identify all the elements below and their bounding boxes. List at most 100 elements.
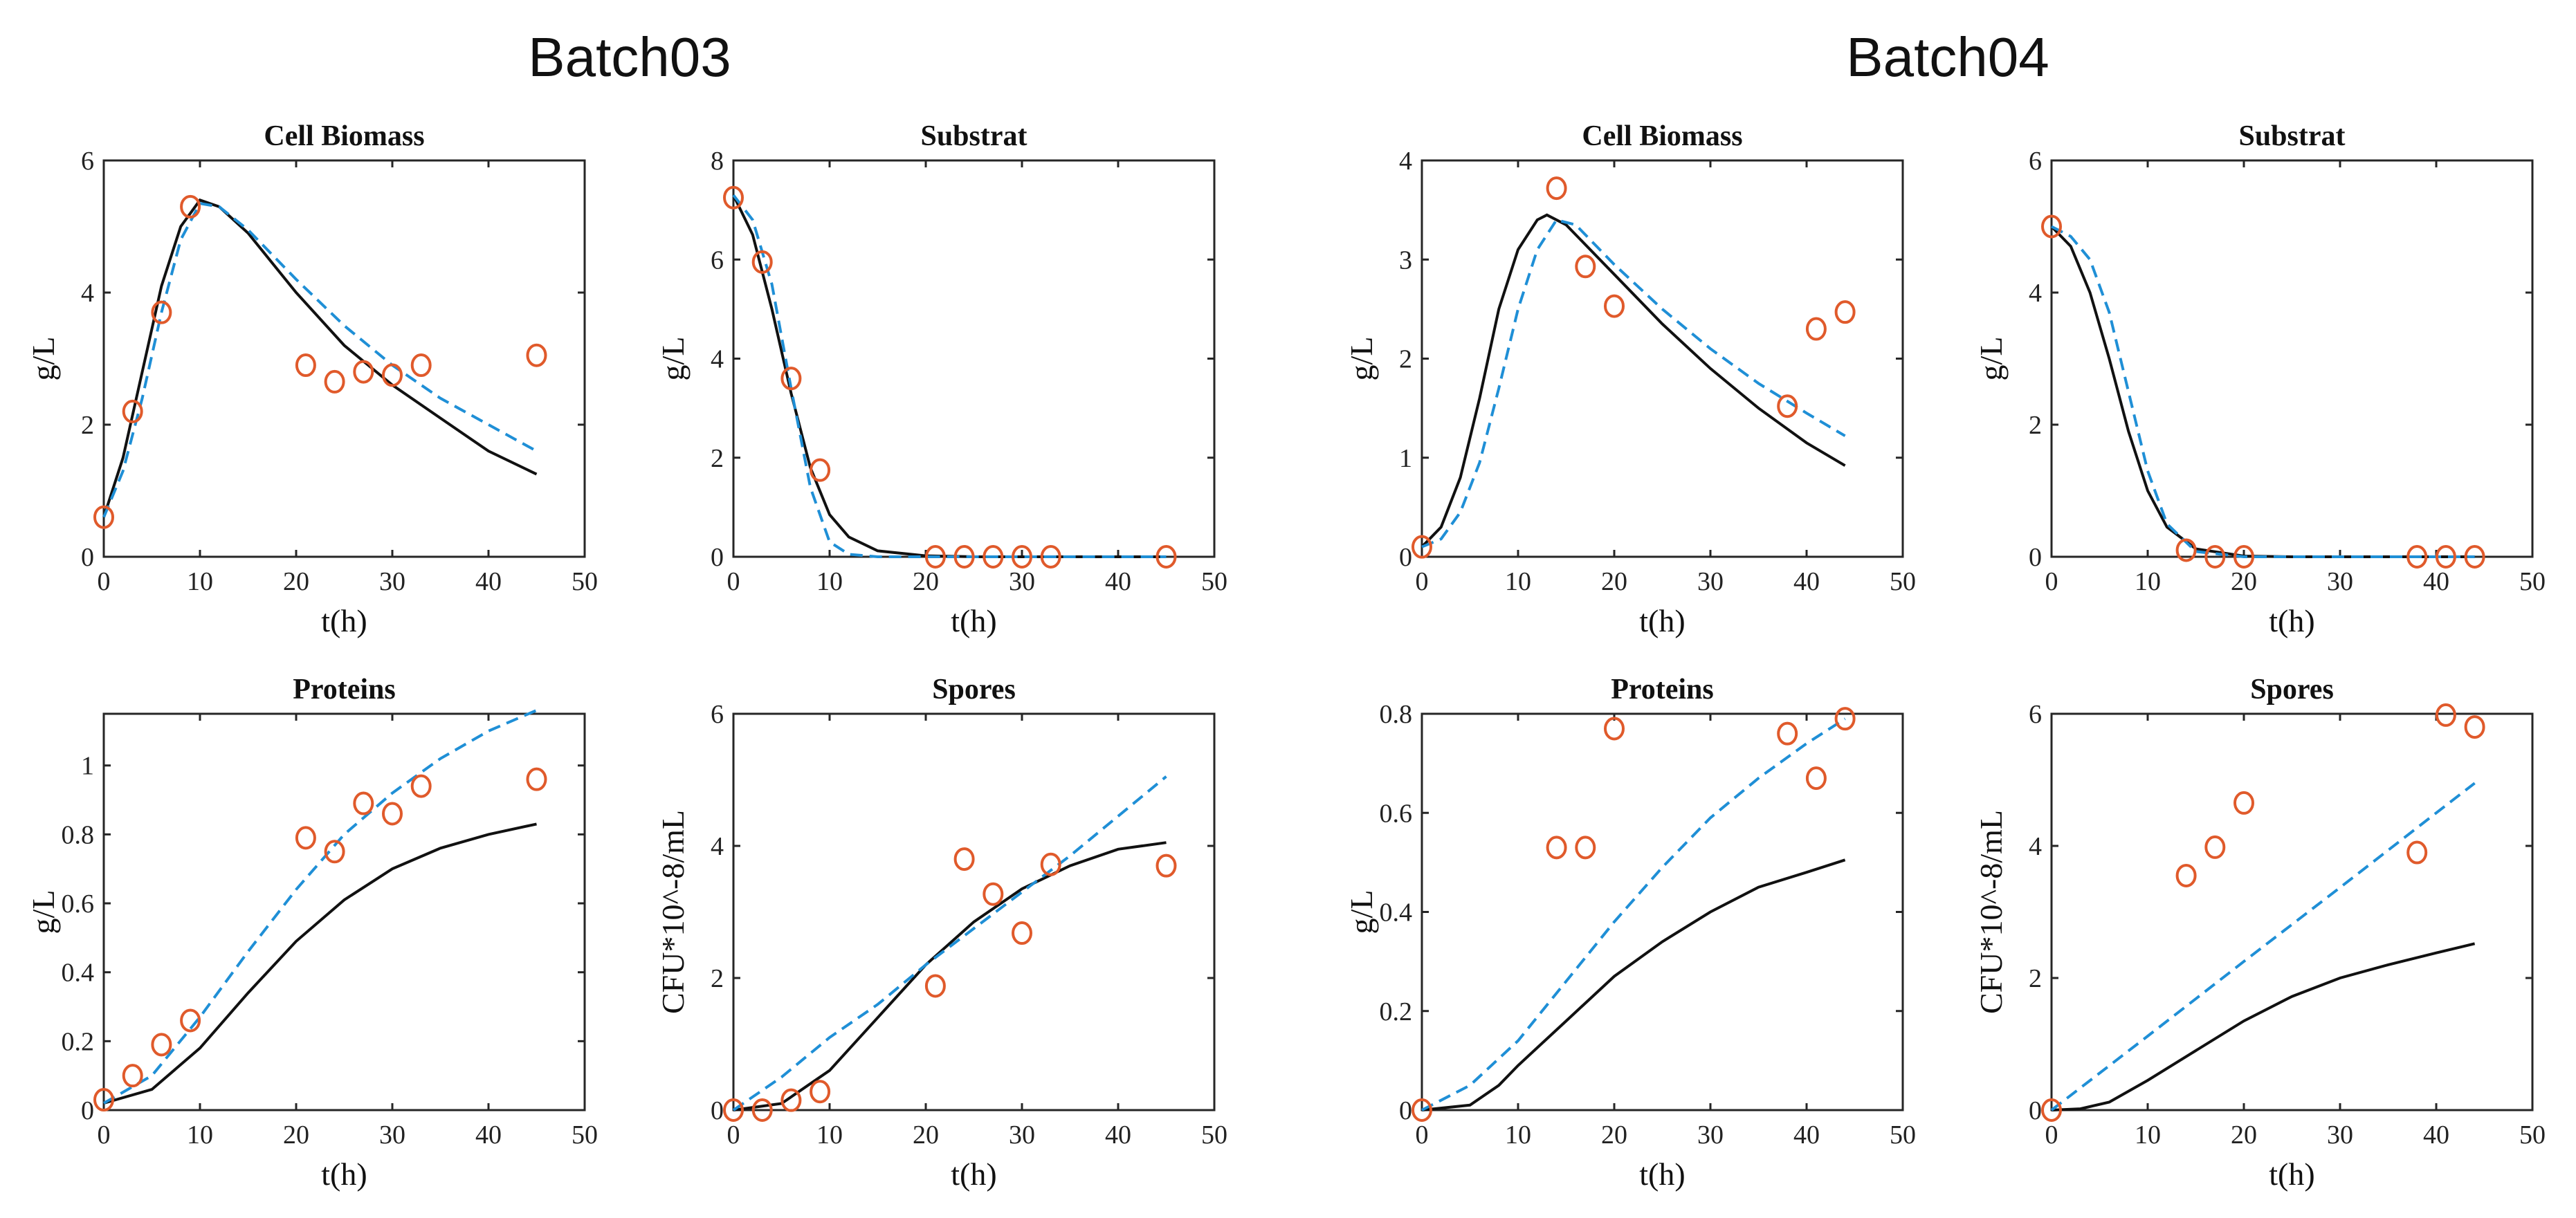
y-tick-label: 4 (2029, 832, 2042, 861)
y-tick-label: 0.6 (1380, 799, 1413, 828)
y-tick-label: 0.6 (62, 889, 95, 919)
y-tick-label: 1 (1399, 444, 1412, 473)
data-point (2435, 703, 2456, 727)
y-tick-label: 0.2 (62, 1027, 95, 1056)
y-tick-label: 8 (711, 147, 724, 176)
y-tick-label: 0 (711, 543, 724, 572)
y-axis-label: g/L (1973, 337, 2009, 381)
x-axis-label: t(h) (2269, 1156, 2314, 1192)
x-tick-label: 0 (98, 1120, 111, 1150)
x-tick-label: 20 (283, 567, 309, 596)
panel-title: Proteins (1611, 674, 1714, 705)
data-point (2041, 1098, 2062, 1122)
data-point (2234, 791, 2254, 815)
dashed-fit-line (103, 709, 538, 1105)
data-point (1012, 545, 1032, 569)
y-axis-label: g/L (655, 337, 691, 381)
data-point (780, 367, 802, 391)
data-point (122, 399, 143, 423)
x-tick-label: 30 (2327, 1120, 2353, 1150)
y-tick-label: 4 (711, 345, 724, 374)
data-point (1834, 707, 1856, 731)
data-point (2041, 214, 2062, 239)
data-point (526, 767, 547, 791)
y-tick-label: 0 (1399, 1096, 1412, 1125)
x-tick-label: 50 (1890, 1120, 1916, 1150)
x-tick-label: 10 (816, 1120, 843, 1150)
data-point (151, 1033, 172, 1057)
y-tick-label: 4 (81, 279, 94, 308)
panel-6: Spores 0 10 20 30 40 50 0 2 4 6 t(h) CFU*10^-8/mL (655, 674, 1227, 1192)
dashed-fit-line (1421, 218, 1846, 548)
dashed-fit-line (2051, 225, 2475, 558)
axes-frame (2050, 159, 2534, 558)
y-tick-label: 0 (81, 543, 94, 572)
x-tick-label: 20 (1601, 567, 1627, 596)
x-tick-label: 20 (913, 1120, 939, 1150)
axes-frame (732, 712, 1216, 1111)
data-point (751, 1098, 773, 1122)
data-point (2435, 545, 2456, 569)
data-point (1805, 766, 1827, 791)
data-point (2204, 835, 2226, 859)
data-point (2406, 840, 2428, 865)
data-point (1777, 721, 1798, 746)
panel-title: Proteins (293, 674, 396, 705)
batch-title-left: Batch03 (528, 26, 731, 88)
data-point (353, 360, 374, 384)
x-tick-label: 40 (475, 567, 502, 596)
model-line (103, 822, 537, 1105)
data-point (1575, 255, 1596, 279)
x-tick-label: 20 (1601, 1120, 1627, 1150)
data-point (526, 343, 547, 367)
data-point (1040, 852, 1061, 876)
x-tick-label: 0 (1416, 1120, 1429, 1150)
y-tick-label: 0 (2029, 543, 2042, 572)
x-tick-label: 10 (2135, 567, 2161, 596)
y-tick-label: 0 (1399, 543, 1412, 572)
x-tick-label: 30 (1697, 1120, 1724, 1150)
x-axis-label: t(h) (951, 603, 996, 638)
x-tick-label: 50 (2519, 567, 2546, 596)
x-tick-label: 10 (816, 567, 843, 596)
dashed-fit-line (102, 201, 538, 518)
x-axis-label: t(h) (1639, 603, 1685, 638)
x-axis-label: t(h) (1639, 1156, 1685, 1192)
x-tick-label: 30 (1009, 1120, 1035, 1150)
data-point (324, 840, 345, 864)
y-tick-label: 4 (1399, 147, 1412, 176)
y-tick-label: 2 (2029, 411, 2042, 440)
x-axis-label: t(h) (951, 1156, 996, 1192)
data-point (1604, 294, 1625, 318)
x-tick-label: 30 (2327, 567, 2353, 596)
data-point (2175, 538, 2197, 562)
y-axis-label: g/L (26, 337, 61, 381)
panel-8: Spores 0 10 20 30 40 50 0 2 4 6 t(h) CFU*10^-8/mL (1973, 674, 2546, 1192)
data-point (2204, 545, 2226, 569)
data-point (2406, 545, 2428, 569)
y-tick-label: 3 (1399, 246, 1412, 275)
panel-1: Cell Biomass 0 10 20 30 40 50 0 2 4 6 t(h) g/L (26, 120, 598, 638)
y-tick-label: 0.2 (1380, 997, 1413, 1026)
data-point (1155, 545, 1177, 569)
x-tick-label: 40 (2423, 1120, 2449, 1150)
x-tick-label: 30 (379, 567, 405, 596)
data-point (924, 545, 946, 569)
y-tick-label: 4 (2029, 279, 2042, 308)
x-tick-label: 20 (913, 567, 939, 596)
data-point (295, 826, 316, 850)
panel-3: Cell Biomass 0 10 20 30 40 50 0 1 2 3 4 t(h) g/L (1344, 120, 1916, 638)
x-tick-label: 10 (187, 1120, 213, 1150)
x-tick-label: 0 (2045, 567, 2058, 596)
axes-frame (102, 712, 586, 1111)
x-tick-label: 50 (1201, 567, 1227, 596)
y-tick-label: 2 (711, 444, 724, 473)
x-tick-label: 0 (727, 1120, 740, 1150)
data-point (1412, 535, 1432, 559)
data-point (1805, 317, 1827, 341)
y-axis-label: g/L (1344, 890, 1379, 934)
data-point (122, 1064, 143, 1088)
x-tick-label: 20 (2231, 1120, 2257, 1150)
data-point (93, 505, 114, 529)
